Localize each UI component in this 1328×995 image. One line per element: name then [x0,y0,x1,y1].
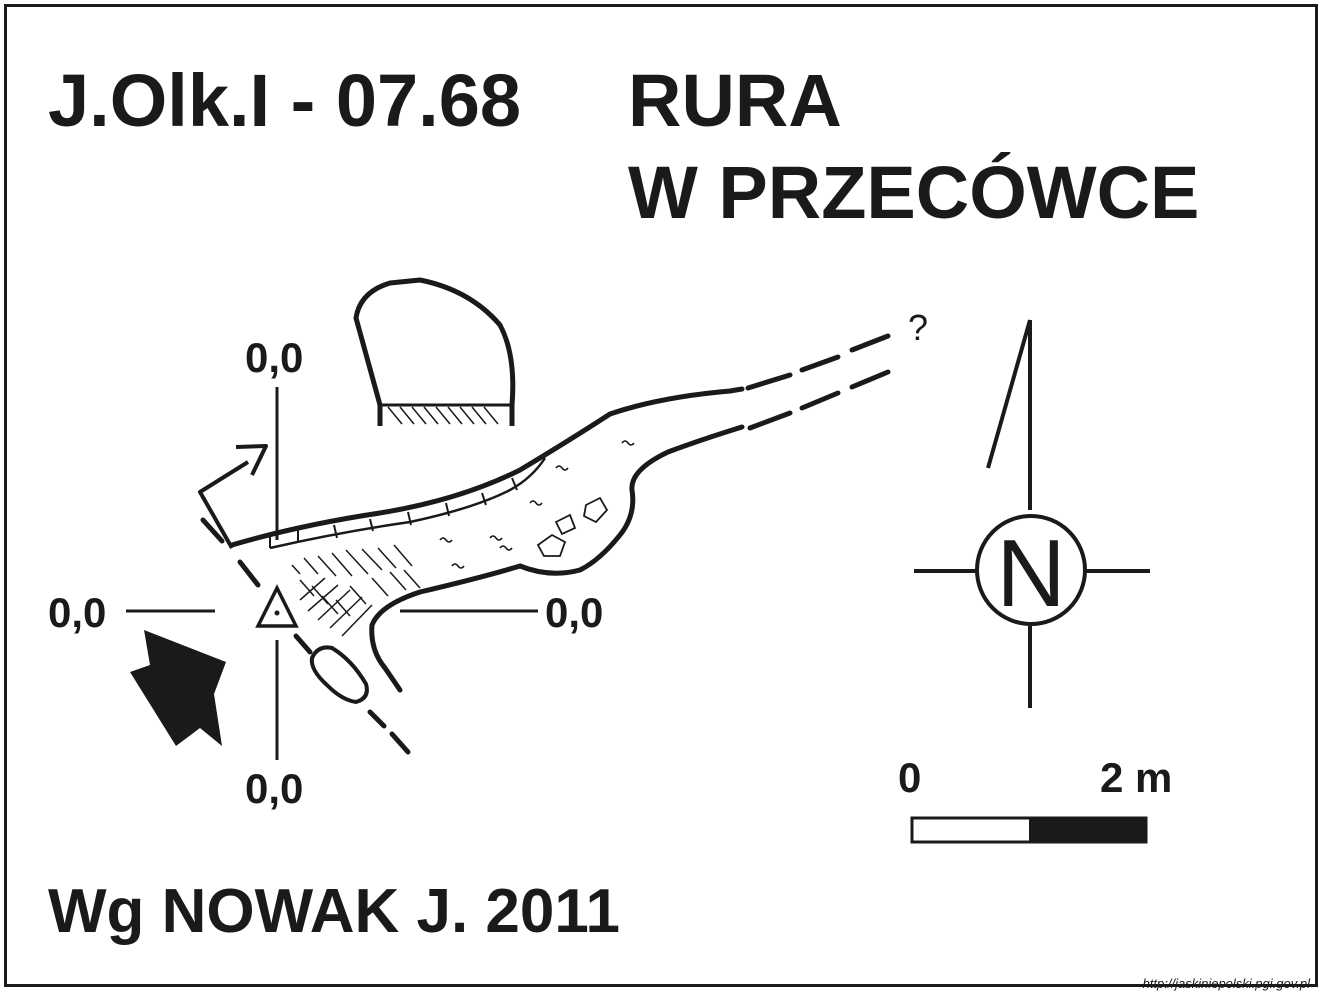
cave-ledge [269,457,547,550]
author-credit: Wg NOWAK J. 2011 [48,877,620,946]
unknown-continuation-mark: ? [908,307,928,348]
entrance-hatch [291,544,421,637]
sediment-marks [439,440,635,569]
slope-arrow-shaft [198,460,250,549]
datum-point-icon [255,584,299,628]
rock-icon [582,496,609,524]
boulder-icon [309,645,369,705]
datum-point-dot [274,610,280,616]
datum-cross [126,387,538,760]
cave-id: J.Olk.I - 07.68 [48,59,521,142]
cave-lower-wall [369,424,745,693]
cave-ledge-ticks [269,477,518,548]
cave-upper-wall [229,386,745,548]
cross-section-floor-hatch [387,406,499,425]
datum-label-left: 0,0 [48,589,106,636]
rock-icon [554,513,577,536]
drip-line [200,517,411,755]
compass-letter: N [996,520,1065,627]
cross-section [353,277,516,426]
compass-circle-icon [975,514,1087,626]
scale-end-label: 2 m [1100,754,1172,801]
scale-bar-filled-segment [1029,818,1146,842]
cave-name-line1: RURA [628,59,842,142]
datum-label-right: 0,0 [545,589,603,636]
rock-icon [536,533,567,557]
source-url: http://jaskiniepolski.pgi.gov.pl [1143,976,1312,991]
scale-start-label: 0 [898,754,921,801]
datum-label-top: 0,0 [245,334,303,381]
scale-bar: 0 2 m [898,754,1172,844]
datum-label-bottom: 0,0 [245,765,303,812]
north-arrow: N [914,319,1150,708]
rubble-icons [536,496,609,557]
unexplored-passage [745,333,891,431]
north-needle-icon [986,319,1032,469]
slope-arrow-head-icon [235,444,268,476]
cave-plan: ? [198,307,928,755]
cave-name-line2: W PRZECÓWCE [628,151,1199,234]
entrance-arrow-icon [130,630,226,746]
cross-section-outline [353,277,516,406]
